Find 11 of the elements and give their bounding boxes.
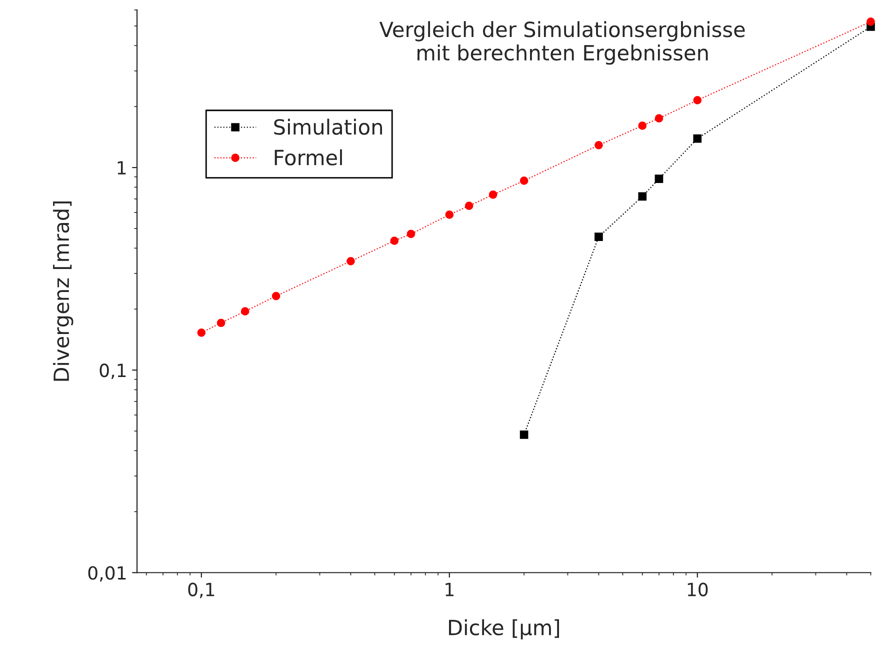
text: Vergleich der Simulationsergbnisse mit berechnten Ergebnissen bbox=[379, 21, 745, 65]
y-tick-label: 0,1 bbox=[100, 364, 126, 380]
y-tick-label: 1 bbox=[118, 161, 126, 174]
x-tick-label: 1 bbox=[446, 582, 454, 596]
y-axis-title: Divergenz [mrad] bbox=[53, 202, 74, 381]
legend-label: Formel bbox=[274, 149, 342, 166]
legend-label: Simulation bbox=[274, 118, 382, 135]
x-tick-label: 10 bbox=[688, 582, 708, 596]
y-tick-label: 0,01 bbox=[88, 566, 126, 582]
x-tick-label: 0,1 bbox=[188, 582, 214, 598]
x-axis-title: Dicke [µm] bbox=[449, 619, 560, 640]
